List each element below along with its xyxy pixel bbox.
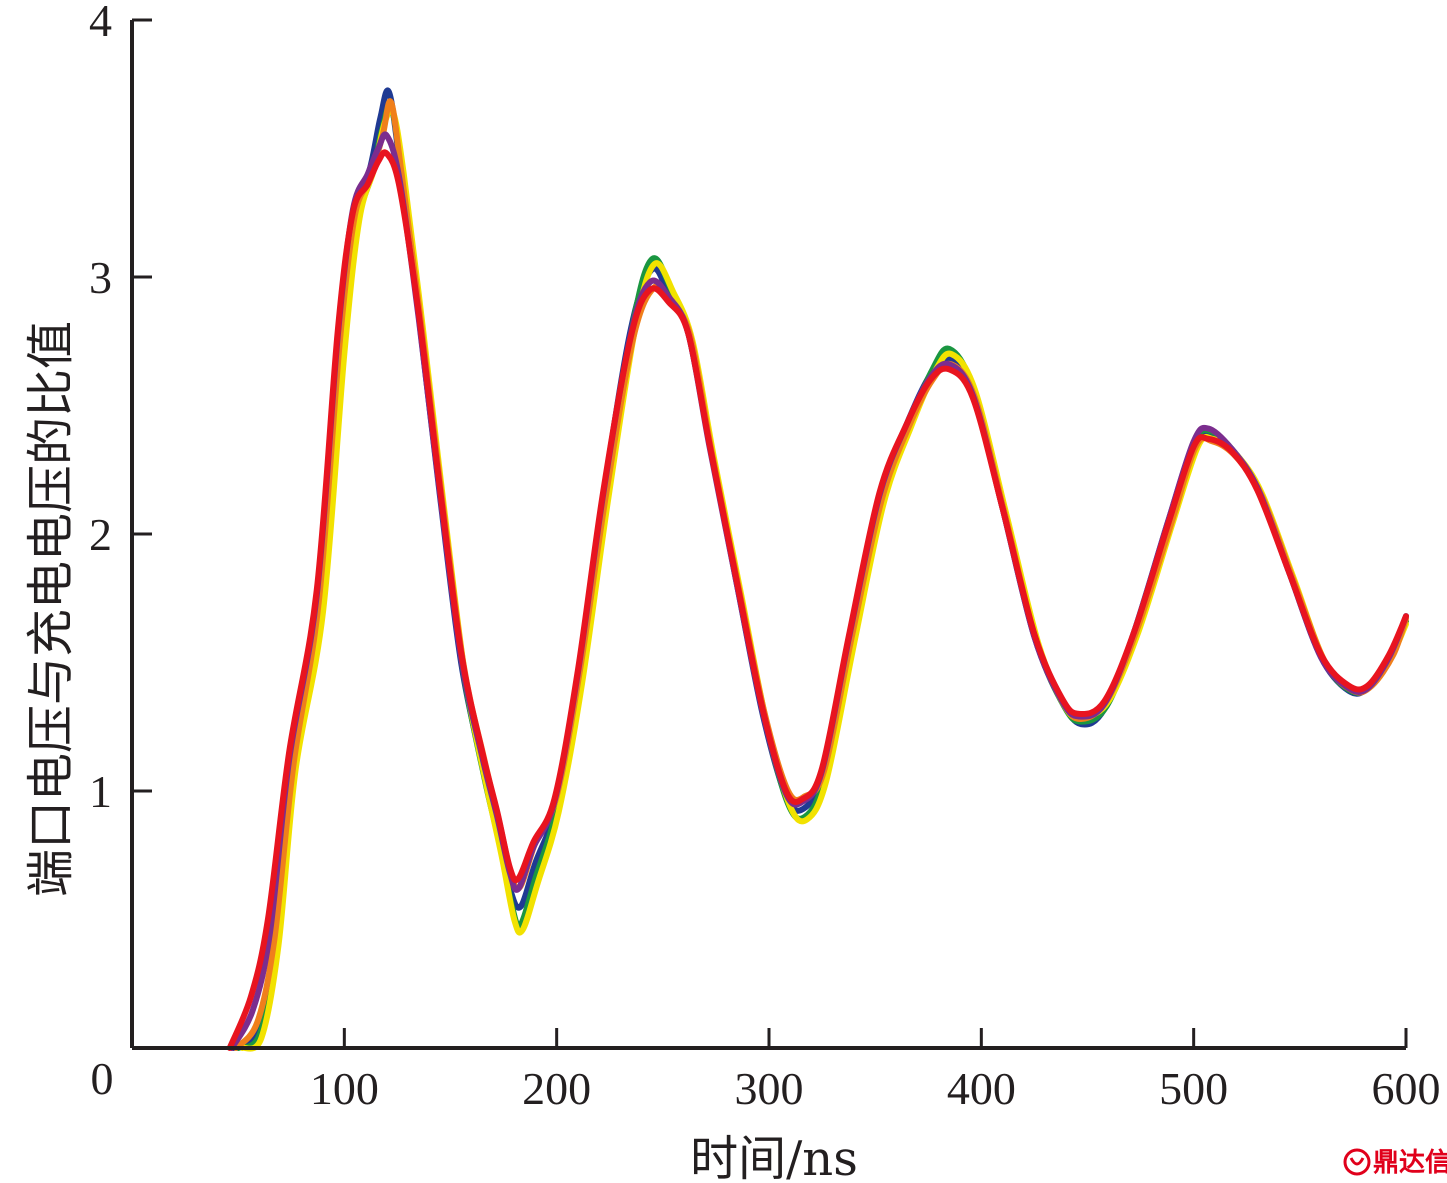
y-tick-label-1: 1 [89, 766, 112, 817]
x-tick-label-600: 600 [1372, 1063, 1441, 1114]
x-tick-label-100: 100 [310, 1063, 379, 1114]
watermark-logo-mark [1349, 1157, 1365, 1166]
watermark-logo-icon [1343, 1148, 1371, 1176]
x-tick-label-500: 500 [1159, 1063, 1228, 1114]
watermark: 鼎达信 [1343, 1148, 1447, 1178]
series-line-5 [228, 131, 1409, 1051]
series-layer [226, 87, 1409, 1052]
x-axis-label: 时间/ns [690, 1131, 858, 1183]
y-tick-label-4: 4 [89, 0, 112, 46]
y-tick-label-3: 3 [89, 252, 112, 303]
watermark-text: 鼎达信 [1373, 1148, 1447, 1178]
origin-label: 0 [91, 1053, 114, 1104]
x-tick-label-300: 300 [735, 1063, 804, 1114]
y-tick-label-2: 2 [89, 509, 112, 560]
ticks: 100 200 300 400 500 600 1 2 3 4 [89, 0, 1441, 1114]
x-tick-label-200: 200 [522, 1063, 591, 1114]
x-tick-label-400: 400 [947, 1063, 1016, 1114]
series-line-6 [226, 149, 1409, 1051]
series-line-3 [239, 106, 1409, 1052]
y-axis-label: 端口电压与充电电压的比值 [23, 321, 79, 897]
